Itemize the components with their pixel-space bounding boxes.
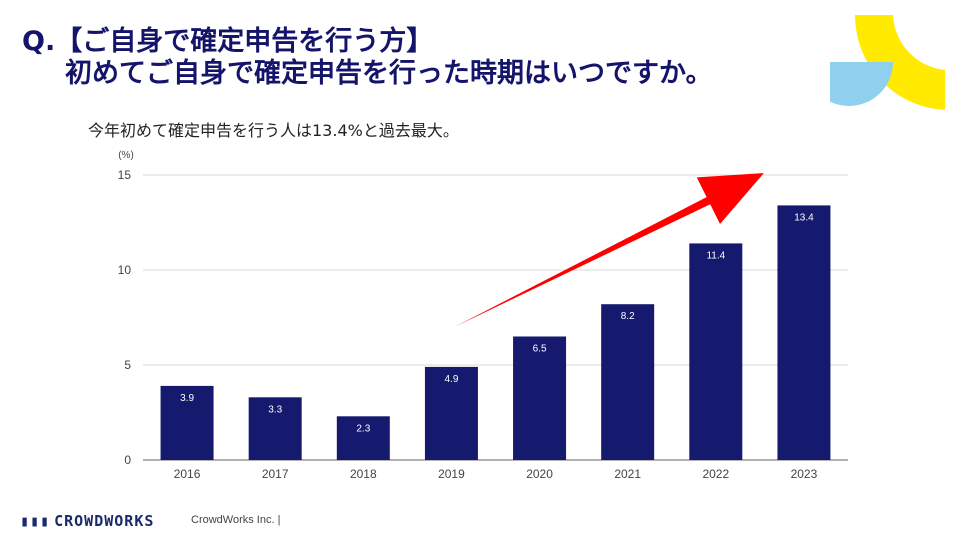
yellow-arc-shape [854,15,945,110]
logo-mark-icon: ▮▮▮ [20,512,51,530]
data-label-2021: 8.2 [621,311,635,322]
x-tick-label-2023: 2023 [791,467,818,481]
x-tick-label-2016: 2016 [174,467,201,481]
crowdworks-logo: ▮▮▮ CROWDWORKS [20,512,154,530]
x-tick-label-2017: 2017 [262,467,289,481]
x-tick-label-2018: 2018 [350,467,377,481]
bar-2019 [424,366,478,460]
bar-2021 [601,304,655,460]
data-label-2023: 13.4 [794,212,814,223]
data-label-2020: 6.5 [533,344,547,355]
logo-text: CROWDWORKS [54,512,155,530]
y-tick-label: 10 [118,263,132,277]
trend-arrow-icon [454,173,764,327]
bar-2020 [513,336,567,460]
footer-company: CrowdWorks Inc. | [191,514,281,526]
bar-2022 [689,243,743,460]
data-label-2022: 11.4 [706,250,725,261]
data-label-2018: 2.3 [356,423,370,434]
data-label-2016: 3.9 [180,393,194,404]
y-tick-label: 5 [124,358,131,372]
bar-2018 [336,416,390,460]
title-line-1: Q.【ご自身で確定申告を行う方】 [22,26,434,57]
bar-2023 [777,205,831,460]
bar-2016 [160,385,214,460]
bar-2017 [248,397,302,460]
data-label-2019: 4.9 [444,374,458,385]
y-unit-label: (%) [118,150,134,161]
decorative-shapes [830,15,945,110]
blue-semicircle-shape [830,62,893,106]
x-tick-label-2020: 2020 [526,467,553,481]
x-tick-label-2021: 2021 [614,467,641,481]
data-label-2017: 3.3 [268,404,282,415]
y-tick-label: 15 [118,168,132,182]
title-line-2: 初めてご自身で確定申告を行った時期はいつですか。 [65,58,713,89]
y-tick-label: 0 [124,453,131,467]
x-tick-label-2019: 2019 [438,467,465,481]
chart-subtitle: 今年初めて確定申告を行う人は13.4%と過去最大。 [88,121,459,140]
x-tick-label-2022: 2022 [702,467,729,481]
page-title: Q.【ご自身で確定申告を行う方】 初めてご自身で確定申告を行った時期はいつですか… [22,26,712,90]
